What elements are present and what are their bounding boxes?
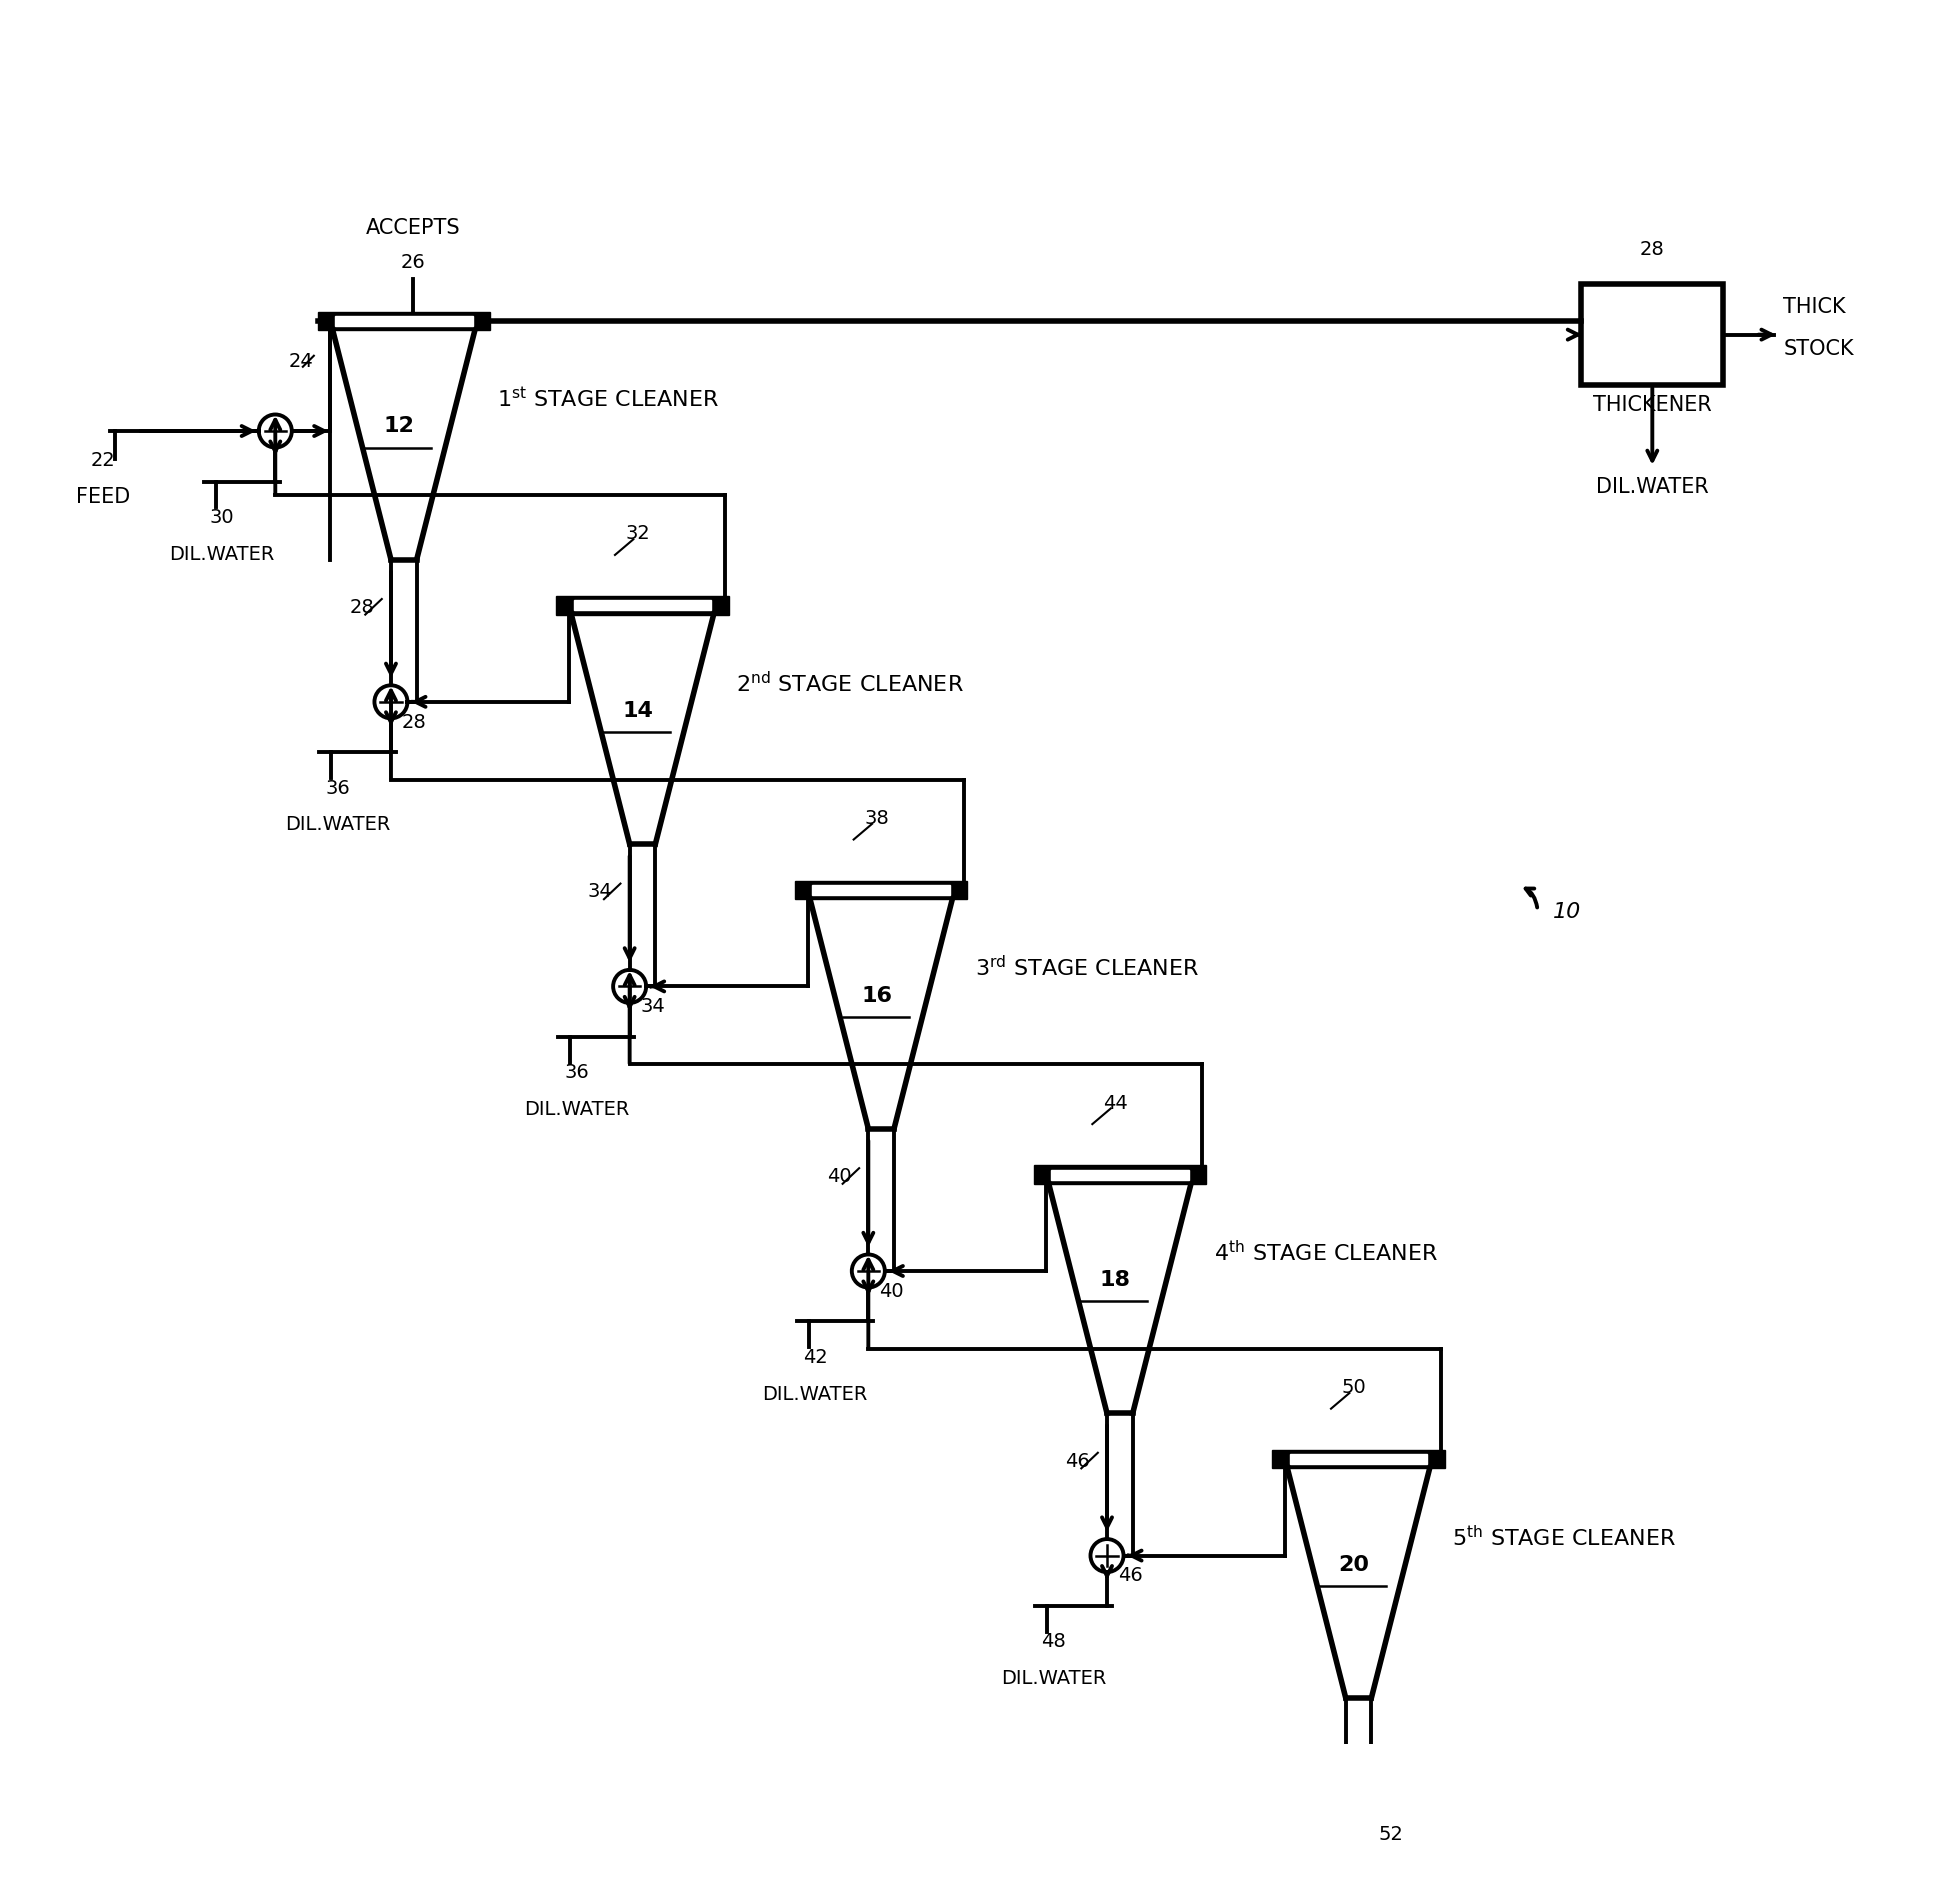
Text: 44: 44 bbox=[1103, 1093, 1128, 1112]
Text: 36: 36 bbox=[565, 1063, 588, 1082]
Text: 34: 34 bbox=[641, 996, 664, 1015]
Bar bbox=[795, 881, 968, 900]
Bar bbox=[318, 311, 491, 330]
Bar bbox=[557, 596, 729, 615]
Text: 28: 28 bbox=[349, 598, 374, 617]
Text: 22: 22 bbox=[90, 452, 115, 471]
Text: 46: 46 bbox=[1118, 1566, 1142, 1585]
Text: 40: 40 bbox=[879, 1281, 904, 1300]
Text: FEED: FEED bbox=[76, 486, 131, 507]
Text: 46: 46 bbox=[1066, 1452, 1091, 1471]
Text: DIL.WATER: DIL.WATER bbox=[1595, 478, 1708, 497]
Text: 38: 38 bbox=[865, 809, 888, 828]
Text: $\mathregular{1^{st}}$ STAGE CLEANER: $\mathregular{1^{st}}$ STAGE CLEANER bbox=[497, 387, 719, 412]
Text: DIL.WATER: DIL.WATER bbox=[284, 816, 390, 835]
Text: DIL.WATER: DIL.WATER bbox=[1001, 1668, 1106, 1687]
Text: 16: 16 bbox=[861, 985, 892, 1006]
Text: DIL.WATER: DIL.WATER bbox=[524, 1101, 629, 1120]
Text: 12: 12 bbox=[384, 416, 415, 437]
Text: 14: 14 bbox=[623, 700, 653, 721]
Text: $\mathregular{5^{th}}$ STAGE CLEANER: $\mathregular{5^{th}}$ STAGE CLEANER bbox=[1451, 1524, 1675, 1551]
Text: $\mathregular{4^{th}}$ STAGE CLEANER: $\mathregular{4^{th}}$ STAGE CLEANER bbox=[1214, 1239, 1438, 1266]
Text: 30: 30 bbox=[210, 509, 234, 528]
Bar bbox=[573, 600, 711, 611]
Text: 50: 50 bbox=[1342, 1378, 1366, 1397]
Text: 28: 28 bbox=[1640, 239, 1666, 258]
Text: 32: 32 bbox=[625, 524, 651, 543]
Text: 40: 40 bbox=[826, 1167, 851, 1186]
Bar bbox=[335, 315, 473, 326]
Text: ACCEPTS: ACCEPTS bbox=[366, 218, 460, 237]
Bar bbox=[812, 884, 951, 896]
Text: 48: 48 bbox=[1042, 1632, 1066, 1651]
Text: 18: 18 bbox=[1101, 1270, 1130, 1291]
Text: 52: 52 bbox=[1379, 1826, 1405, 1845]
Bar bbox=[1290, 1454, 1428, 1463]
Bar bbox=[1272, 1450, 1445, 1469]
Text: 36: 36 bbox=[325, 778, 351, 797]
Bar bbox=[1052, 1169, 1188, 1181]
Bar bbox=[1582, 285, 1724, 385]
Text: 20: 20 bbox=[1338, 1554, 1369, 1575]
Text: DIL.WATER: DIL.WATER bbox=[762, 1384, 867, 1403]
Text: 10: 10 bbox=[1553, 902, 1582, 922]
Text: STOCK: STOCK bbox=[1782, 340, 1854, 359]
Text: $\mathregular{3^{rd}}$ STAGE CLEANER: $\mathregular{3^{rd}}$ STAGE CLEANER bbox=[974, 955, 1200, 981]
Text: 34: 34 bbox=[588, 883, 614, 902]
Text: DIL.WATER: DIL.WATER bbox=[169, 545, 275, 564]
Text: 26: 26 bbox=[401, 252, 425, 271]
Text: $\mathregular{2^{nd}}$ STAGE CLEANER: $\mathregular{2^{nd}}$ STAGE CLEANER bbox=[736, 670, 964, 697]
Text: THICK: THICK bbox=[1782, 296, 1847, 317]
Text: 24: 24 bbox=[288, 351, 314, 370]
Text: THICKENER: THICKENER bbox=[1593, 395, 1712, 416]
Bar bbox=[1034, 1165, 1206, 1184]
Text: 42: 42 bbox=[803, 1348, 828, 1367]
Text: 28: 28 bbox=[401, 712, 427, 731]
